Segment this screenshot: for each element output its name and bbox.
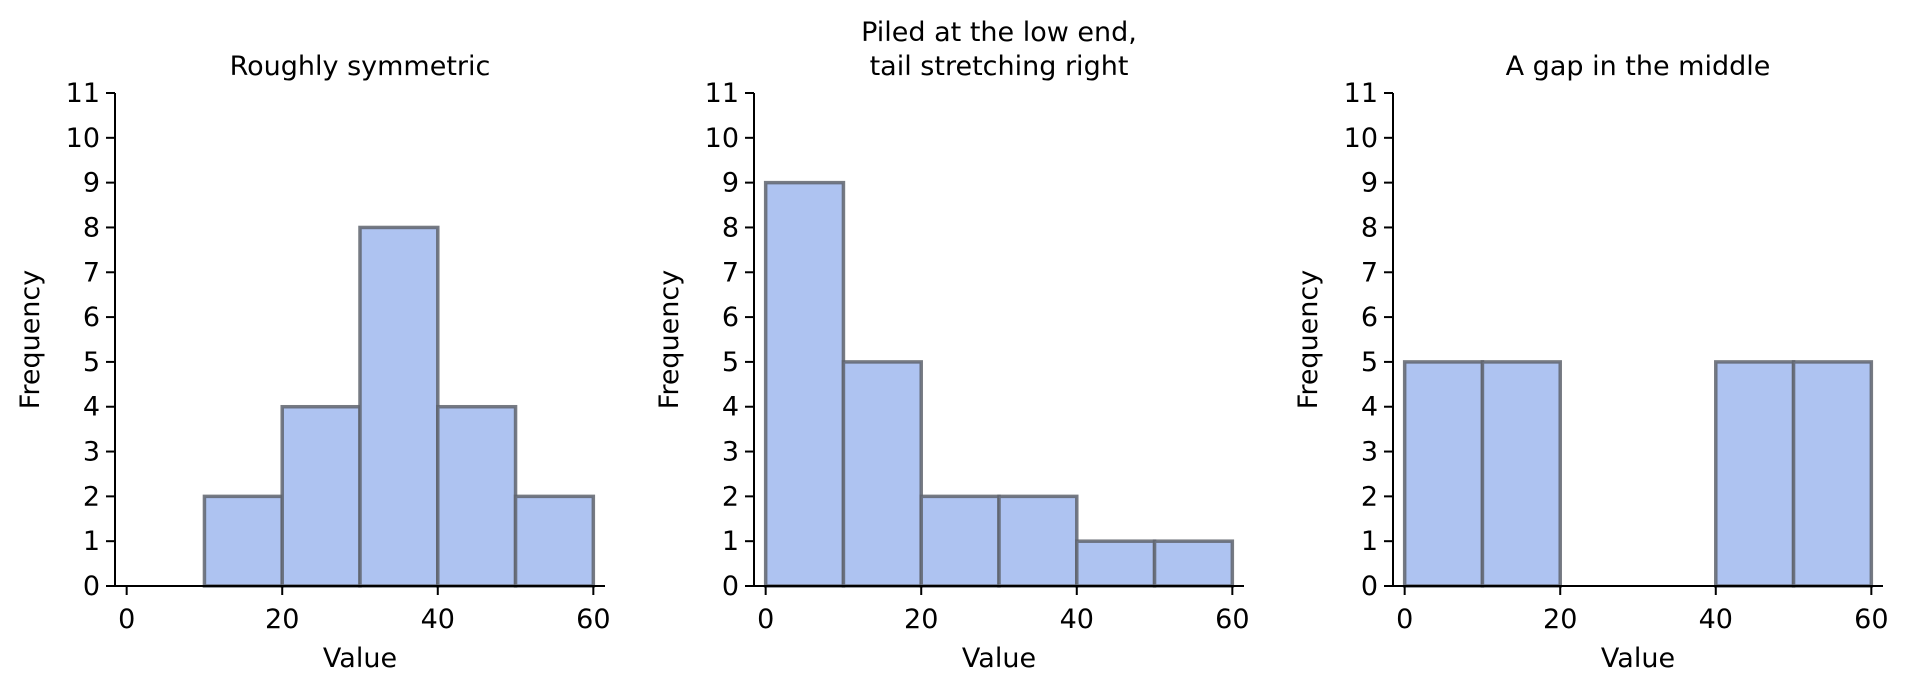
- y-tick-label: 1: [1361, 526, 1378, 557]
- histogram-bar: [1714, 360, 1796, 588]
- x-axis-label: Value: [1601, 643, 1675, 674]
- chart-title-line: Piled at the low end,: [861, 17, 1137, 48]
- y-tick-label: 1: [83, 526, 100, 557]
- y-tick-label: 3: [1361, 437, 1378, 468]
- y-tick-label: 5: [722, 347, 739, 378]
- y-tick-label: 9: [722, 168, 739, 199]
- y-tick-label: 5: [1361, 347, 1378, 378]
- y-axis-label: Frequency: [654, 270, 685, 410]
- y-tick-label: 0: [83, 571, 100, 602]
- histogram-bar: [841, 360, 923, 588]
- y-tick-label: 3: [83, 437, 100, 468]
- x-tick-label: 60: [576, 604, 610, 635]
- y-tick-label: 6: [1361, 302, 1378, 333]
- y-tick-label: 9: [83, 168, 100, 199]
- y-axis-label: Frequency: [15, 270, 46, 410]
- histogram-bar: [1402, 360, 1485, 588]
- chart-title-line: Roughly symmetric: [230, 51, 491, 82]
- y-tick-label: 11: [66, 78, 100, 109]
- chart-panel-1: 0 1 2 3 4 5 6 7 8 9 10 11 0 20 40 60 Value Frequency Rough…: [15, 51, 611, 674]
- y-tick-label: 5: [83, 347, 100, 378]
- x-tick-label: 20: [265, 604, 299, 635]
- y-tick-label: 11: [705, 78, 739, 109]
- y-tick-label: 10: [705, 123, 739, 154]
- y-tick-label: 11: [1344, 78, 1378, 109]
- y-tick-label: 6: [722, 302, 739, 333]
- x-tick-label: 60: [1215, 604, 1249, 635]
- y-tick-label: 7: [83, 257, 100, 288]
- histogram-bar: [919, 494, 1001, 588]
- y-tick-label: 0: [1361, 571, 1378, 602]
- y-tick-label: 8: [83, 212, 100, 243]
- x-axis-label: Value: [962, 643, 1036, 674]
- chart-title-line: tail stretching right: [870, 51, 1129, 82]
- histogram-bar: [997, 494, 1079, 588]
- x-tick-label: 40: [1699, 604, 1733, 635]
- y-tick-label: 2: [83, 481, 100, 512]
- y-tick-label: 8: [1361, 212, 1378, 243]
- x-axis-label: Value: [323, 643, 397, 674]
- x-tick-label: 60: [1854, 604, 1888, 635]
- y-axis-label: Frequency: [1293, 270, 1324, 410]
- x-tick-label: 0: [118, 604, 135, 635]
- y-tick-label: 0: [722, 571, 739, 602]
- y-tick-label: 2: [722, 481, 739, 512]
- histogram-bar: [513, 494, 596, 588]
- histogram-bar: [202, 494, 284, 588]
- y-tick-label: 9: [1361, 168, 1378, 199]
- y-tick-label: 6: [83, 302, 100, 333]
- histogram-bar: [436, 404, 518, 588]
- y-tick-label: 10: [66, 123, 100, 154]
- x-tick-label: 40: [1060, 604, 1094, 635]
- y-tick-label: 1: [722, 526, 739, 557]
- histogram-bar: [1152, 539, 1235, 588]
- histogram-bar: [280, 404, 362, 588]
- x-tick-label: 20: [1543, 604, 1577, 635]
- y-tick-label: 2: [1361, 481, 1378, 512]
- chart-panel-3: 0 1 2 3 4 5 6 7 8 9 10 11 0 20 40 60 Value Frequency A gap…: [1293, 51, 1889, 674]
- y-tick-label: 4: [1361, 392, 1378, 423]
- y-tick-label: 4: [83, 392, 100, 423]
- y-tick-label: 8: [722, 212, 739, 243]
- chart-title: Piled at the low end, tail stretching rig…: [861, 17, 1137, 82]
- y-tick-label: 10: [1344, 123, 1378, 154]
- chart-title: A gap in the middle: [1506, 51, 1771, 82]
- x-tick-label: 0: [1396, 604, 1413, 635]
- x-tick-label: 20: [904, 604, 938, 635]
- y-tick-label: 7: [1361, 257, 1378, 288]
- chart-title: Roughly symmetric: [230, 51, 491, 82]
- histogram-bar: [1791, 360, 1874, 588]
- histogram-bar: [1480, 360, 1562, 588]
- x-tick-label: 0: [757, 604, 774, 635]
- histogram-bar: [1075, 539, 1157, 588]
- y-tick-label: 3: [722, 437, 739, 468]
- chart-title-line: A gap in the middle: [1506, 51, 1771, 82]
- chart-panel-2: 0 1 2 3 4 5 6 7 8 9 10 11 0 20 40 60 Value Frequency Piled…: [654, 17, 1250, 674]
- y-tick-label: 7: [722, 257, 739, 288]
- y-tick-label: 4: [722, 392, 739, 423]
- x-tick-label: 40: [421, 604, 455, 635]
- histogram-bar: [358, 225, 440, 588]
- histogram-bar: [763, 180, 846, 588]
